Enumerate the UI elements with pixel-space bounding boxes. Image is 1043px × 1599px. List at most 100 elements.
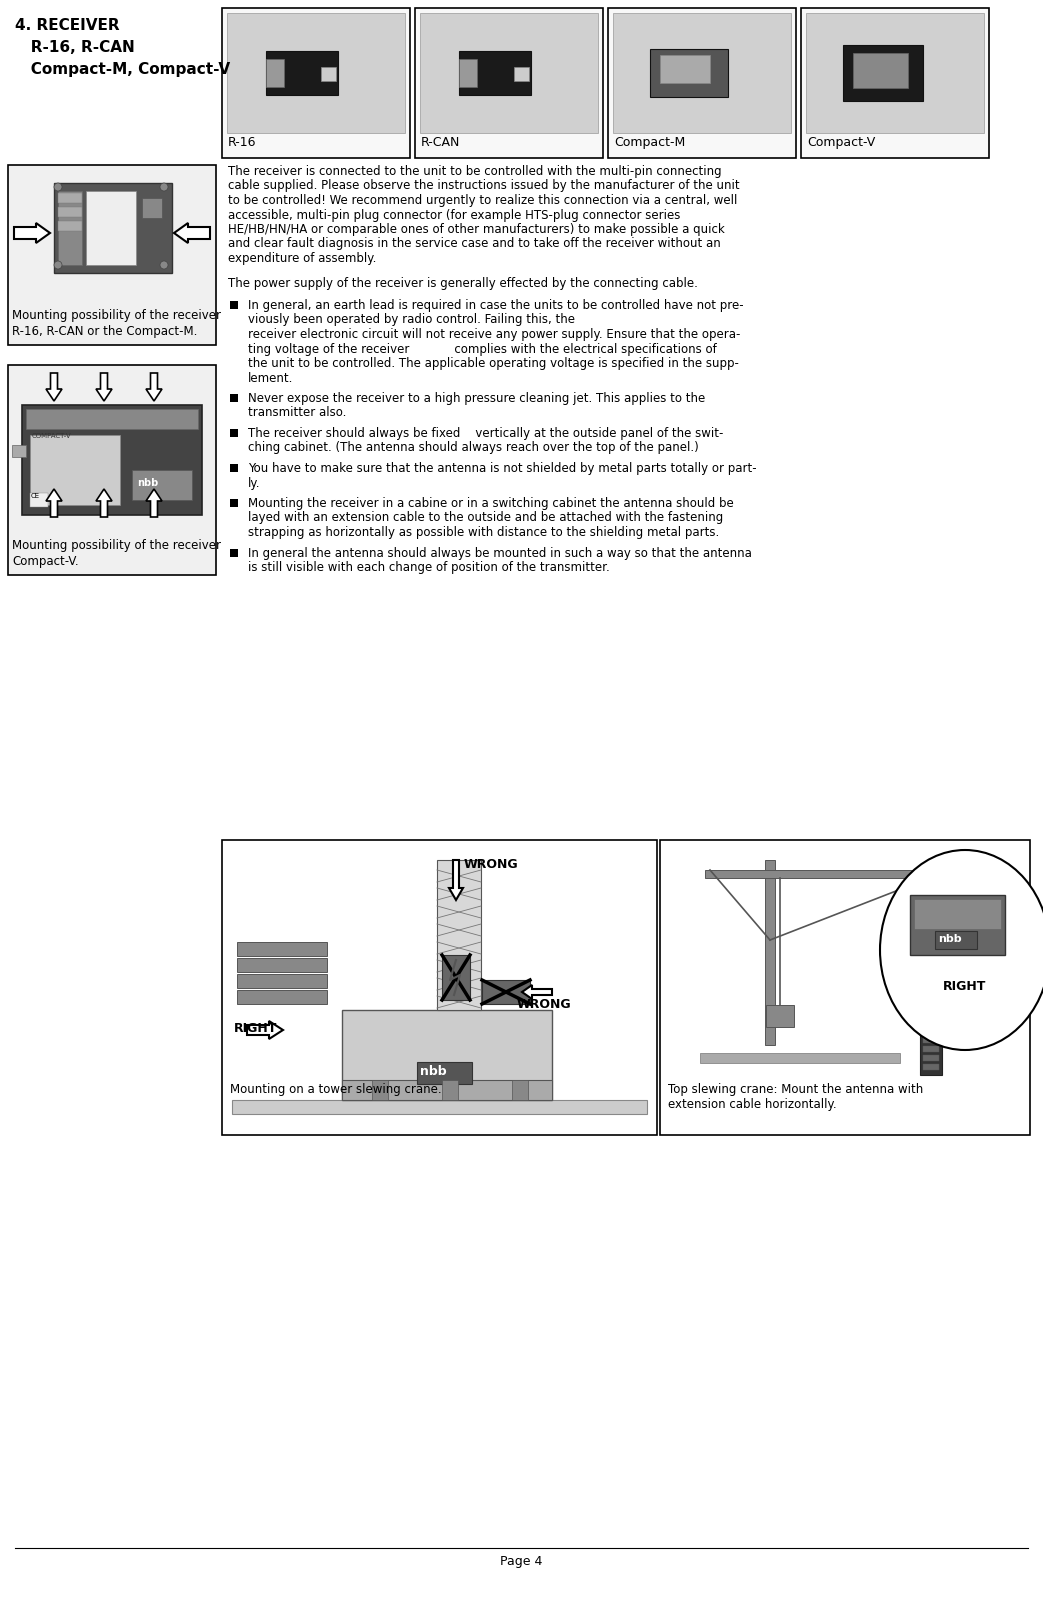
Text: viously been operated by radio control. Failing this, the: viously been operated by radio control. …: [248, 313, 575, 326]
Text: Mounting the receiver in a cabine or in a switching cabinet the antenna should b: Mounting the receiver in a cabine or in …: [248, 497, 733, 510]
Text: ting voltage of the receiver            complies with the electrical specificati: ting voltage of the receiver complies wi…: [248, 342, 717, 355]
Bar: [650, 50, 728, 98]
Text: Mounting possibility of the receiver
Compact-V.: Mounting possibility of the receiver Com…: [13, 539, 221, 568]
Bar: [237, 974, 328, 988]
Bar: [415, 8, 603, 158]
Text: Compact-M, Compact-V: Compact-M, Compact-V: [15, 62, 231, 77]
Text: Mounting possibility of the receiver
R-16, R-CAN or the Compact-M.: Mounting possibility of the receiver R-1…: [13, 309, 221, 337]
Bar: [58, 206, 82, 217]
Bar: [765, 860, 775, 1046]
Bar: [266, 51, 338, 94]
Bar: [512, 1079, 528, 1100]
Text: accessible, multi-pin plug connector (for example HTS-plug connector series: accessible, multi-pin plug connector (fo…: [228, 208, 680, 222]
Text: R-CAN: R-CAN: [421, 136, 460, 149]
Bar: [843, 45, 923, 101]
Bar: [30, 492, 48, 507]
Bar: [227, 13, 405, 133]
Bar: [8, 365, 216, 576]
Bar: [54, 182, 172, 273]
Text: The receiver should always be fixed    vertically at the outside panel of the sw: The receiver should always be fixed vert…: [248, 427, 724, 440]
FancyArrow shape: [96, 489, 112, 516]
Bar: [660, 839, 1030, 1135]
Bar: [935, 931, 977, 948]
Circle shape: [54, 182, 62, 190]
Bar: [237, 942, 328, 956]
Text: The receiver is connected to the unit to be controlled with the multi-pin connec: The receiver is connected to the unit to…: [228, 165, 722, 177]
Bar: [222, 8, 410, 158]
FancyArrow shape: [46, 373, 62, 401]
Bar: [482, 980, 530, 1004]
Bar: [459, 59, 477, 86]
Bar: [442, 1079, 458, 1100]
Bar: [30, 435, 120, 505]
Bar: [437, 860, 481, 1011]
Bar: [801, 8, 989, 158]
Bar: [459, 51, 531, 94]
Bar: [231, 393, 238, 401]
Bar: [923, 1038, 939, 1043]
Text: ly.: ly.: [248, 477, 261, 489]
Bar: [660, 54, 710, 83]
Ellipse shape: [930, 61, 948, 86]
FancyArrow shape: [174, 222, 210, 243]
Circle shape: [54, 261, 62, 269]
Text: R-16: R-16: [228, 136, 257, 149]
Ellipse shape: [345, 61, 363, 86]
Text: ching cabinet. (The antenna should always reach over the top of the panel.): ching cabinet. (The antenna should alway…: [248, 441, 699, 454]
Bar: [514, 67, 529, 82]
Bar: [58, 190, 82, 265]
Text: WRONG: WRONG: [464, 859, 518, 871]
Bar: [13, 445, 26, 457]
Text: nbb: nbb: [137, 478, 159, 488]
Text: Page 4: Page 4: [500, 1554, 542, 1569]
Text: COMPACT-V: COMPACT-V: [32, 433, 72, 440]
Bar: [222, 839, 657, 1135]
Bar: [914, 899, 1001, 929]
Bar: [342, 1079, 552, 1100]
Bar: [853, 53, 908, 88]
Text: transmitter also.: transmitter also.: [248, 406, 346, 419]
Ellipse shape: [880, 851, 1043, 1051]
Text: and clear fault diagnosis in the service case and to take off the receiver witho: and clear fault diagnosis in the service…: [228, 238, 721, 251]
Ellipse shape: [735, 61, 753, 85]
Bar: [806, 13, 984, 133]
Bar: [420, 13, 598, 133]
Bar: [8, 165, 216, 345]
Bar: [86, 190, 136, 265]
Text: Mounting on a tower slewing crane.: Mounting on a tower slewing crane.: [231, 1083, 441, 1095]
Circle shape: [160, 182, 168, 190]
Bar: [923, 1046, 939, 1052]
Text: lement.: lement.: [248, 371, 293, 384]
Bar: [923, 1063, 939, 1070]
Bar: [231, 429, 238, 437]
Ellipse shape: [538, 61, 556, 86]
FancyArrow shape: [146, 489, 162, 516]
FancyArrow shape: [448, 860, 463, 900]
Bar: [613, 13, 791, 133]
Bar: [58, 193, 82, 203]
Text: cable supplied. Please observe the instructions issued by the manufacturer of th: cable supplied. Please observe the instr…: [228, 179, 739, 192]
Text: is still visible with each change of position of the transmitter.: is still visible with each change of pos…: [248, 561, 610, 574]
Bar: [920, 1020, 942, 1075]
Bar: [142, 198, 162, 217]
Bar: [237, 958, 328, 972]
Text: R-16, R-CAN: R-16, R-CAN: [15, 40, 135, 54]
Text: Top slewing crane: Mount the antenna with: Top slewing crane: Mount the antenna wit…: [668, 1083, 923, 1095]
Text: Compact-M: Compact-M: [614, 136, 685, 149]
Text: WRONG: WRONG: [517, 998, 572, 1011]
Text: strapping as horizontally as possible with distance to the shielding metal parts: strapping as horizontally as possible wi…: [248, 526, 720, 539]
Bar: [22, 405, 202, 515]
Bar: [909, 895, 1005, 955]
FancyArrow shape: [146, 373, 162, 401]
Text: RIGHT: RIGHT: [234, 1022, 277, 1035]
Bar: [442, 955, 470, 999]
Bar: [266, 59, 284, 86]
Text: HE/HB/HN/HA or comparable ones of other manufacturers) to make possible a quick: HE/HB/HN/HA or comparable ones of other …: [228, 222, 725, 237]
FancyArrow shape: [247, 1022, 283, 1039]
Bar: [766, 1006, 794, 1027]
Bar: [132, 470, 192, 500]
Circle shape: [160, 261, 168, 269]
Bar: [608, 8, 796, 158]
Bar: [342, 1011, 552, 1100]
Bar: [700, 1054, 900, 1063]
